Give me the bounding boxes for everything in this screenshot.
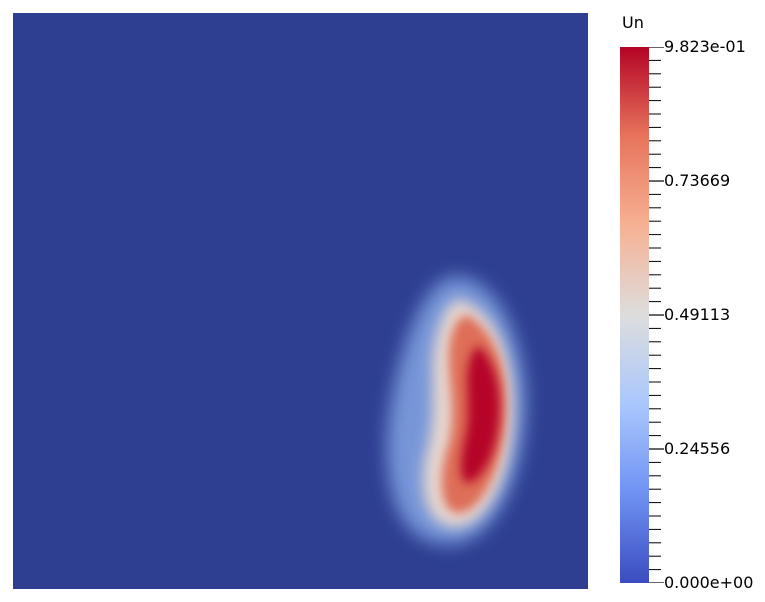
colorbar[interactable] [620, 47, 649, 583]
colorbar-max-label: 9.823e-01 [664, 37, 746, 56]
colorbar-tick-label-2: 0.24556 [664, 439, 731, 458]
colorbar-gradient [620, 47, 649, 583]
colorbar-tick-label-0: 0.73669 [664, 171, 731, 191]
colorbar-tick-label-1: 0.49113 [664, 305, 731, 324]
render-view[interactable] [13, 13, 588, 589]
field-blob [387, 276, 526, 545]
legend-title: Un [622, 13, 644, 32]
colorbar-ticks [649, 47, 664, 583]
colorbar-min-label: 0.000e+00 [664, 573, 754, 592]
